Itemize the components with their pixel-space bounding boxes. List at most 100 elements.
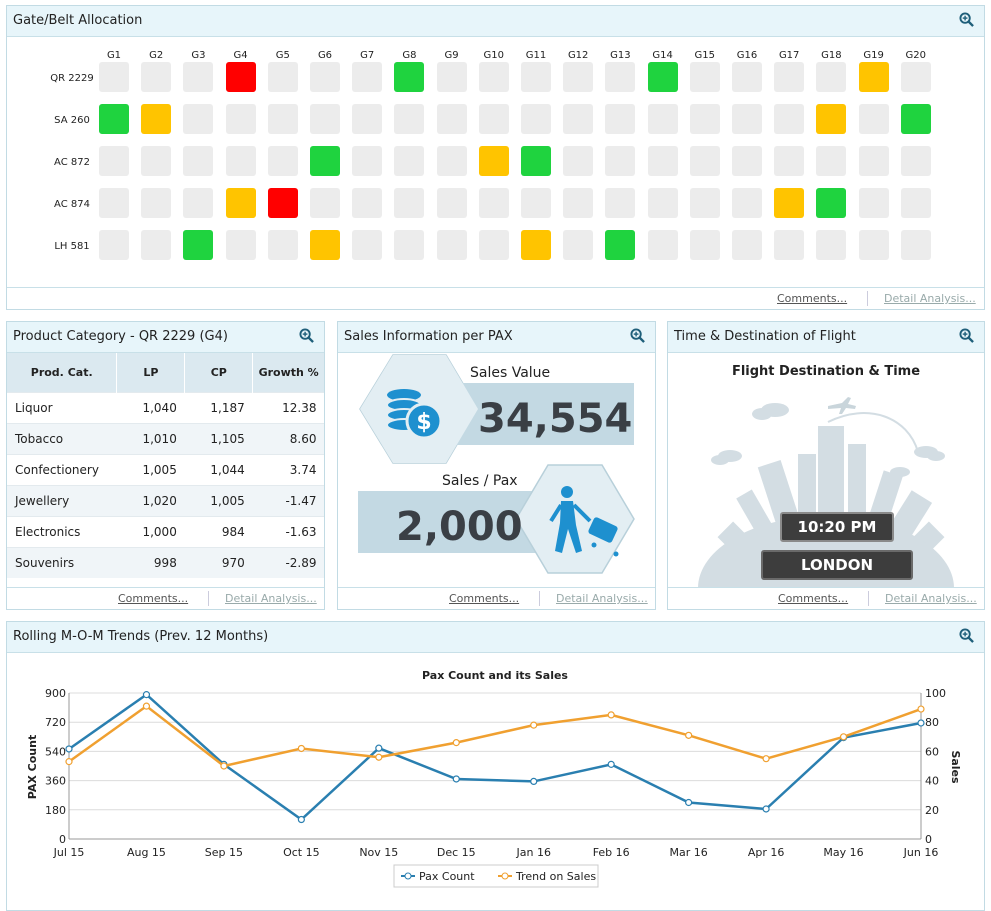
gate-cell[interactable]: [310, 230, 340, 260]
zoom-icon[interactable]: [959, 328, 974, 343]
gate-cell[interactable]: [605, 104, 636, 134]
gate-cell[interactable]: [183, 146, 214, 176]
gate-cell[interactable]: [732, 104, 762, 134]
gate-cell[interactable]: [858, 230, 889, 260]
col-header-prod-cat[interactable]: Prod. Cat.: [7, 353, 118, 393]
table-row[interactable]: Tobacco 1,010 1,105 8.60: [7, 423, 324, 455]
gate-cell[interactable]: [394, 188, 425, 218]
gate-cell[interactable]: [816, 188, 847, 218]
gate-cell[interactable]: [858, 146, 889, 176]
gate-cell[interactable]: [436, 146, 467, 176]
gate-cell[interactable]: [436, 62, 467, 92]
gate-cell[interactable]: [352, 146, 383, 176]
comments-link[interactable]: Comments...: [777, 292, 848, 305]
gate-cell[interactable]: [563, 230, 594, 260]
gate-cell[interactable]: [394, 230, 425, 260]
gate-cell[interactable]: [563, 104, 594, 134]
gate-cell[interactable]: [900, 104, 931, 134]
zoom-icon[interactable]: [959, 12, 974, 27]
gate-cell[interactable]: [310, 104, 340, 134]
detail-analysis-link[interactable]: Detail Analysis...: [885, 592, 977, 605]
detail-analysis-link[interactable]: Detail Analysis...: [225, 592, 317, 605]
gate-cell[interactable]: [732, 230, 762, 260]
gate-cell[interactable]: [99, 188, 129, 218]
gate-cell[interactable]: [478, 188, 509, 218]
detail-analysis-link[interactable]: Detail Analysis...: [556, 592, 648, 605]
gate-cell[interactable]: [478, 62, 509, 92]
gate-cell[interactable]: [99, 230, 129, 260]
gate-cell[interactable]: [647, 62, 678, 92]
gate-cell[interactable]: [563, 62, 594, 92]
gate-cell[interactable]: [858, 104, 889, 134]
gate-cell[interactable]: [647, 188, 678, 218]
table-row[interactable]: Souvenirs 998 970 -2.89: [7, 547, 324, 578]
gate-cell[interactable]: [267, 104, 298, 134]
gate-cell[interactable]: [774, 62, 805, 92]
gate-cell[interactable]: [183, 104, 214, 134]
gate-cell[interactable]: [605, 188, 636, 218]
gate-cell[interactable]: [732, 188, 762, 218]
gate-cell[interactable]: [689, 146, 720, 176]
gate-cell[interactable]: [394, 146, 425, 176]
gate-cell[interactable]: [310, 188, 340, 218]
gate-cell[interactable]: [225, 188, 256, 218]
gate-cell[interactable]: [816, 230, 847, 260]
gate-cell[interactable]: [394, 62, 425, 92]
comments-link[interactable]: Comments...: [449, 592, 520, 605]
gate-cell[interactable]: [858, 188, 889, 218]
gate-cell[interactable]: [689, 104, 720, 134]
col-header-lp[interactable]: LP: [116, 353, 186, 393]
col-header-cp[interactable]: CP: [184, 353, 254, 393]
table-row[interactable]: Liquor 1,040 1,187 12.38: [7, 392, 324, 424]
gate-cell[interactable]: [774, 146, 805, 176]
gate-cell[interactable]: [267, 146, 298, 176]
table-row[interactable]: Electronics 1,000 984 -1.63: [7, 516, 324, 548]
gate-cell[interactable]: [352, 104, 383, 134]
gate-cell[interactable]: [183, 62, 214, 92]
gate-cell[interactable]: [605, 146, 636, 176]
comments-link[interactable]: Comments...: [778, 592, 849, 605]
gate-cell[interactable]: [732, 146, 762, 176]
gate-cell[interactable]: [352, 230, 383, 260]
gate-cell[interactable]: [647, 230, 678, 260]
gate-cell[interactable]: [563, 188, 594, 218]
zoom-icon[interactable]: [299, 328, 314, 343]
gate-cell[interactable]: [225, 104, 256, 134]
gate-cell[interactable]: [689, 230, 720, 260]
gate-cell[interactable]: [267, 230, 298, 260]
gate-cell[interactable]: [436, 104, 467, 134]
gate-cell[interactable]: [774, 230, 805, 260]
detail-analysis-link[interactable]: Detail Analysis...: [884, 292, 976, 305]
gate-cell[interactable]: [99, 146, 129, 176]
gate-cell[interactable]: [816, 104, 847, 134]
gate-cell[interactable]: [521, 230, 551, 260]
comments-link[interactable]: Comments...: [118, 592, 189, 605]
gate-cell[interactable]: [99, 104, 129, 134]
gate-cell[interactable]: [900, 146, 931, 176]
gate-cell[interactable]: [478, 104, 509, 134]
gate-cell[interactable]: [478, 230, 509, 260]
gate-cell[interactable]: [141, 62, 172, 92]
gate-cell[interactable]: [267, 62, 298, 92]
gate-cell[interactable]: [605, 62, 636, 92]
gate-cell[interactable]: [605, 230, 636, 260]
gate-cell[interactable]: [563, 146, 594, 176]
gate-cell[interactable]: [225, 146, 256, 176]
table-row[interactable]: Jewellery 1,020 1,005 -1.47: [7, 485, 324, 517]
gate-cell[interactable]: [689, 188, 720, 218]
gate-cell[interactable]: [689, 62, 720, 92]
gate-cell[interactable]: [183, 188, 214, 218]
gate-cell[interactable]: [267, 188, 298, 218]
gate-cell[interactable]: [141, 230, 172, 260]
gate-cell[interactable]: [900, 188, 931, 218]
gate-cell[interactable]: [183, 230, 214, 260]
gate-cell[interactable]: [774, 188, 805, 218]
gate-cell[interactable]: [521, 146, 551, 176]
gate-cell[interactable]: [774, 104, 805, 134]
gate-cell[interactable]: [858, 62, 889, 92]
gate-cell[interactable]: [352, 62, 383, 92]
gate-cell[interactable]: [647, 146, 678, 176]
gate-cell[interactable]: [310, 146, 340, 176]
gate-cell[interactable]: [141, 188, 172, 218]
col-header-growth[interactable]: Growth %: [252, 353, 324, 393]
